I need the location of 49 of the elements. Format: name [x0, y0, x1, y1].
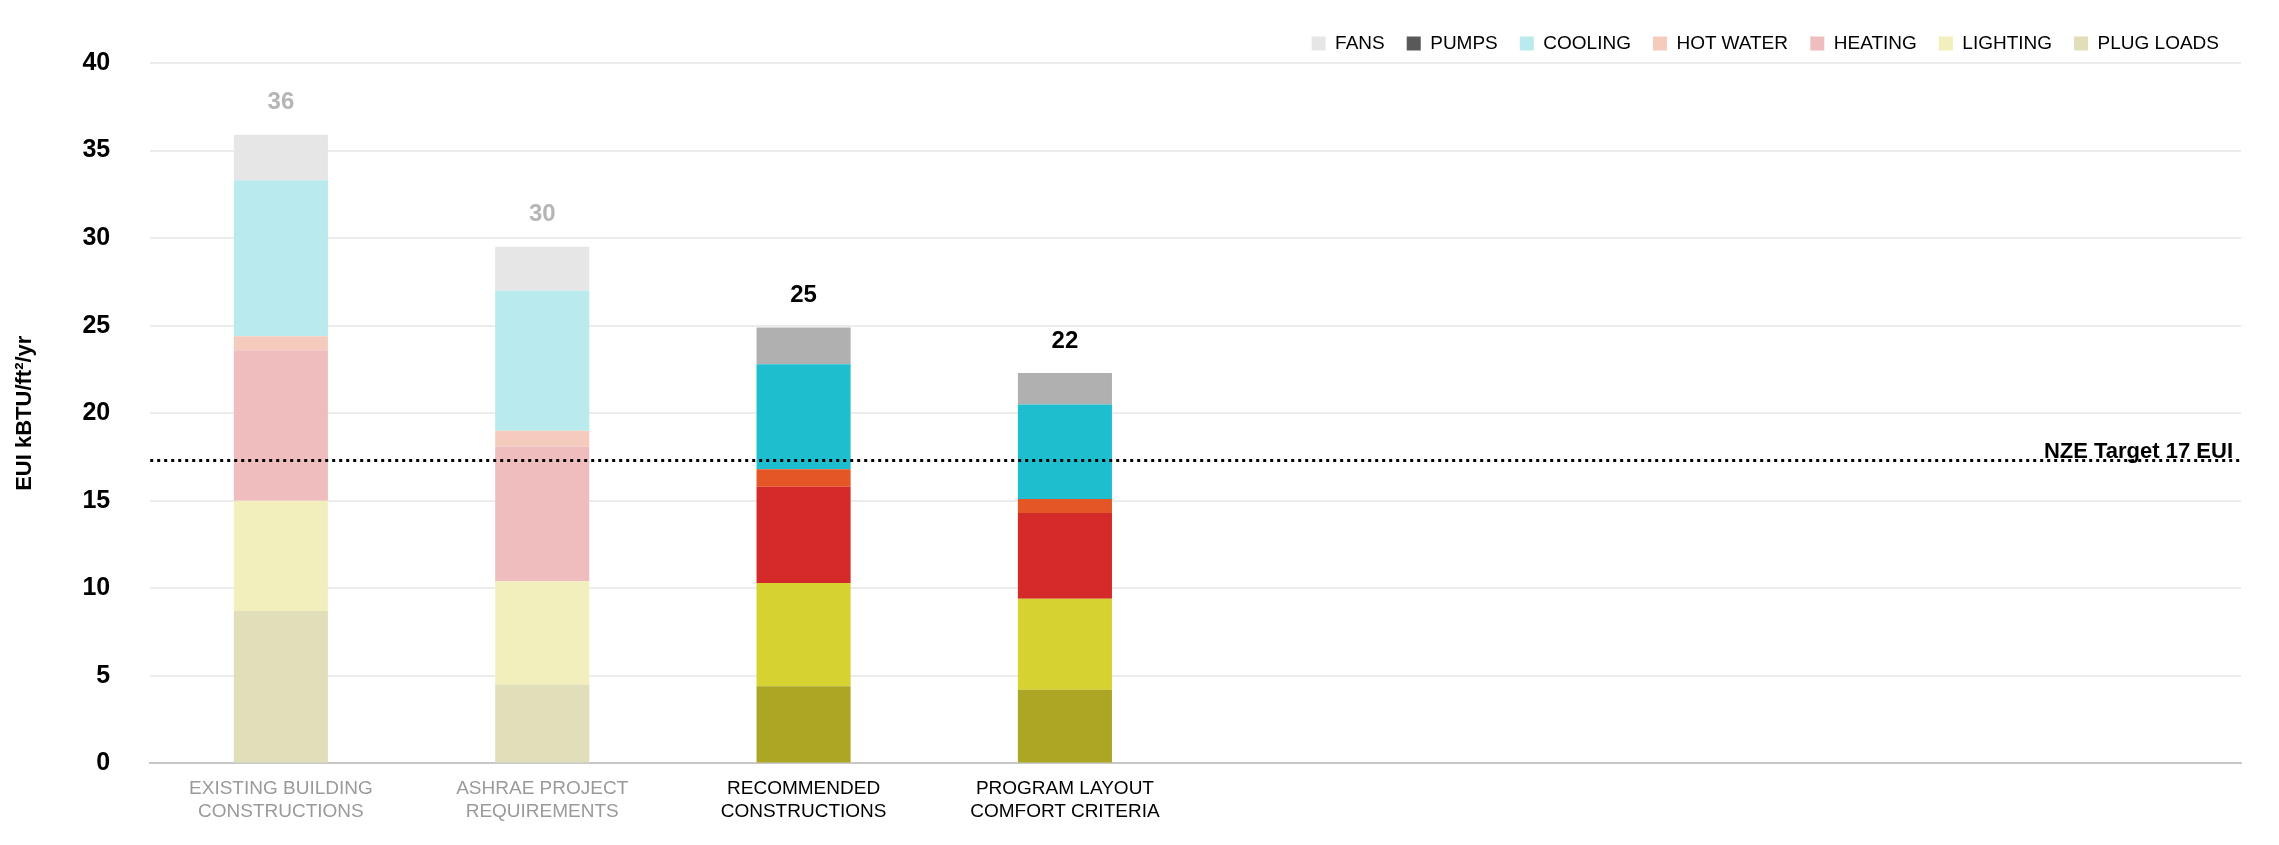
bar	[1017, 404, 1112, 499]
x-tick-label: PROGRAM LAYOUT COMFORT CRITERIA	[970, 777, 1160, 821]
bar	[756, 364, 851, 470]
x-tick-label: RECOMMENDED CONSTRUCTIONS	[720, 777, 887, 821]
bar	[495, 581, 590, 685]
bar	[233, 350, 328, 501]
legend-label: PLUG LOADS	[2097, 31, 2220, 53]
x-tick-label: ASHRAE PROJECT REQUIREMENTS	[456, 777, 629, 821]
bar	[495, 684, 590, 763]
bar	[1017, 598, 1112, 690]
bar	[756, 327, 851, 365]
bar	[495, 290, 590, 431]
y-tick-label: 25	[82, 309, 111, 338]
bar	[756, 486, 851, 584]
y-tick-label: 15	[82, 484, 111, 513]
legend-label: HOT WATER	[1676, 31, 1788, 53]
y-tick-label: 35	[82, 134, 111, 163]
legend-label: HEATING	[1833, 31, 1917, 53]
total-label: 25	[790, 280, 817, 308]
ref-line-label: NZE Target 17 EUI	[2043, 437, 2233, 463]
legend-label: COOLING	[1543, 31, 1631, 53]
bar	[756, 469, 851, 487]
y-axis-title: EUI kBTU/ft²/yr	[11, 335, 37, 491]
y-tick-label: 40	[82, 46, 111, 75]
legend-label: LIGHTING	[1962, 31, 2053, 53]
bar	[233, 180, 328, 337]
y-tick-label: 0	[96, 747, 111, 776]
legend-label: FANS	[1335, 31, 1385, 53]
bar	[756, 583, 851, 687]
total-label: 22	[1051, 325, 1079, 353]
x-tick-label: EXISTING BUILDING CONSTRUCTIONS	[189, 777, 373, 821]
bar	[495, 246, 590, 291]
bar	[233, 336, 328, 351]
bar	[1017, 689, 1112, 763]
bar	[233, 500, 328, 612]
y-tick-label: 10	[82, 572, 111, 601]
bar	[1017, 372, 1112, 405]
legend-label: PUMPS	[1430, 31, 1498, 53]
y-tick-label: 30	[82, 221, 111, 250]
total-label: 30	[528, 199, 556, 227]
bar	[233, 611, 328, 763]
bar	[756, 686, 851, 763]
y-tick-label: 20	[82, 397, 111, 426]
bar	[1017, 499, 1112, 514]
bar	[495, 446, 590, 582]
bar	[495, 430, 590, 447]
total-label: 36	[267, 87, 295, 115]
bar	[1017, 513, 1112, 599]
y-tick-label: 5	[96, 659, 111, 688]
